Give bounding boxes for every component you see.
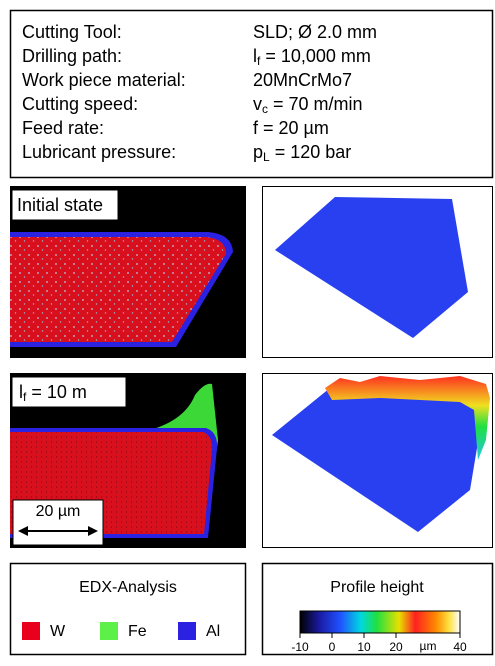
unit-label: µm — [420, 639, 437, 653]
tick-label: -10 — [291, 640, 309, 654]
parameter-label: Cutting speed: — [22, 94, 138, 114]
legend-swatch — [178, 622, 196, 640]
colorbar-axis: -10 0 10 20 40 µm — [291, 633, 467, 654]
legend-label: Al — [206, 623, 220, 640]
symbol: v — [253, 94, 262, 114]
legend-swatch — [100, 622, 118, 640]
tick-label: 0 — [329, 640, 336, 654]
scale-bar-label: 20 µm — [36, 503, 81, 520]
parameter-value: vc = 70 m/min — [253, 94, 363, 116]
parameter-value: pL = 120 bar — [253, 142, 351, 164]
panel-label: Initial state — [17, 195, 103, 215]
parameter-label: Drilling path: — [22, 46, 122, 66]
value-text: = 70 m/min — [268, 94, 363, 114]
parameter-label: Lubricant pressure: — [22, 142, 176, 162]
tick-label: 40 — [453, 640, 467, 654]
legend-label: W — [50, 623, 66, 640]
parameter-label: Feed rate: — [22, 118, 104, 138]
parameter-label: Cutting Tool: — [22, 22, 122, 42]
value-text: = 120 bar — [270, 142, 352, 162]
parameter-table: Cutting Tool: SLD; Ø 2.0 mm Drilling path:… — [22, 22, 377, 164]
parameter-value: lf = 10,000 mm — [253, 46, 371, 68]
legend-title: Profile height — [330, 579, 424, 596]
edx-legend-box — [11, 564, 246, 655]
parameter-value: 20MnCrMo7 — [253, 70, 352, 90]
value-text: = 10 m — [26, 382, 87, 402]
colorbar — [300, 611, 460, 633]
parameter-label: Work piece material: — [22, 70, 186, 90]
legend-label: Fe — [128, 623, 147, 640]
tick-label: 20 — [389, 640, 403, 654]
figure: Cutting Tool: SLD; Ø 2.0 mm Drilling path:… — [0, 0, 495, 661]
legend-swatch — [22, 622, 40, 640]
panel-label: lf = 10 m — [19, 382, 87, 404]
parameter-value: f = 20 µm — [253, 118, 329, 138]
tick-label: 10 — [357, 640, 371, 654]
edx-legend: W Fe Al — [22, 622, 220, 640]
legend-title: EDX-Analysis — [79, 579, 177, 596]
symbol: p — [253, 142, 263, 162]
parameter-value: SLD; Ø 2.0 mm — [253, 22, 377, 42]
value-text: = 10,000 mm — [260, 46, 371, 66]
